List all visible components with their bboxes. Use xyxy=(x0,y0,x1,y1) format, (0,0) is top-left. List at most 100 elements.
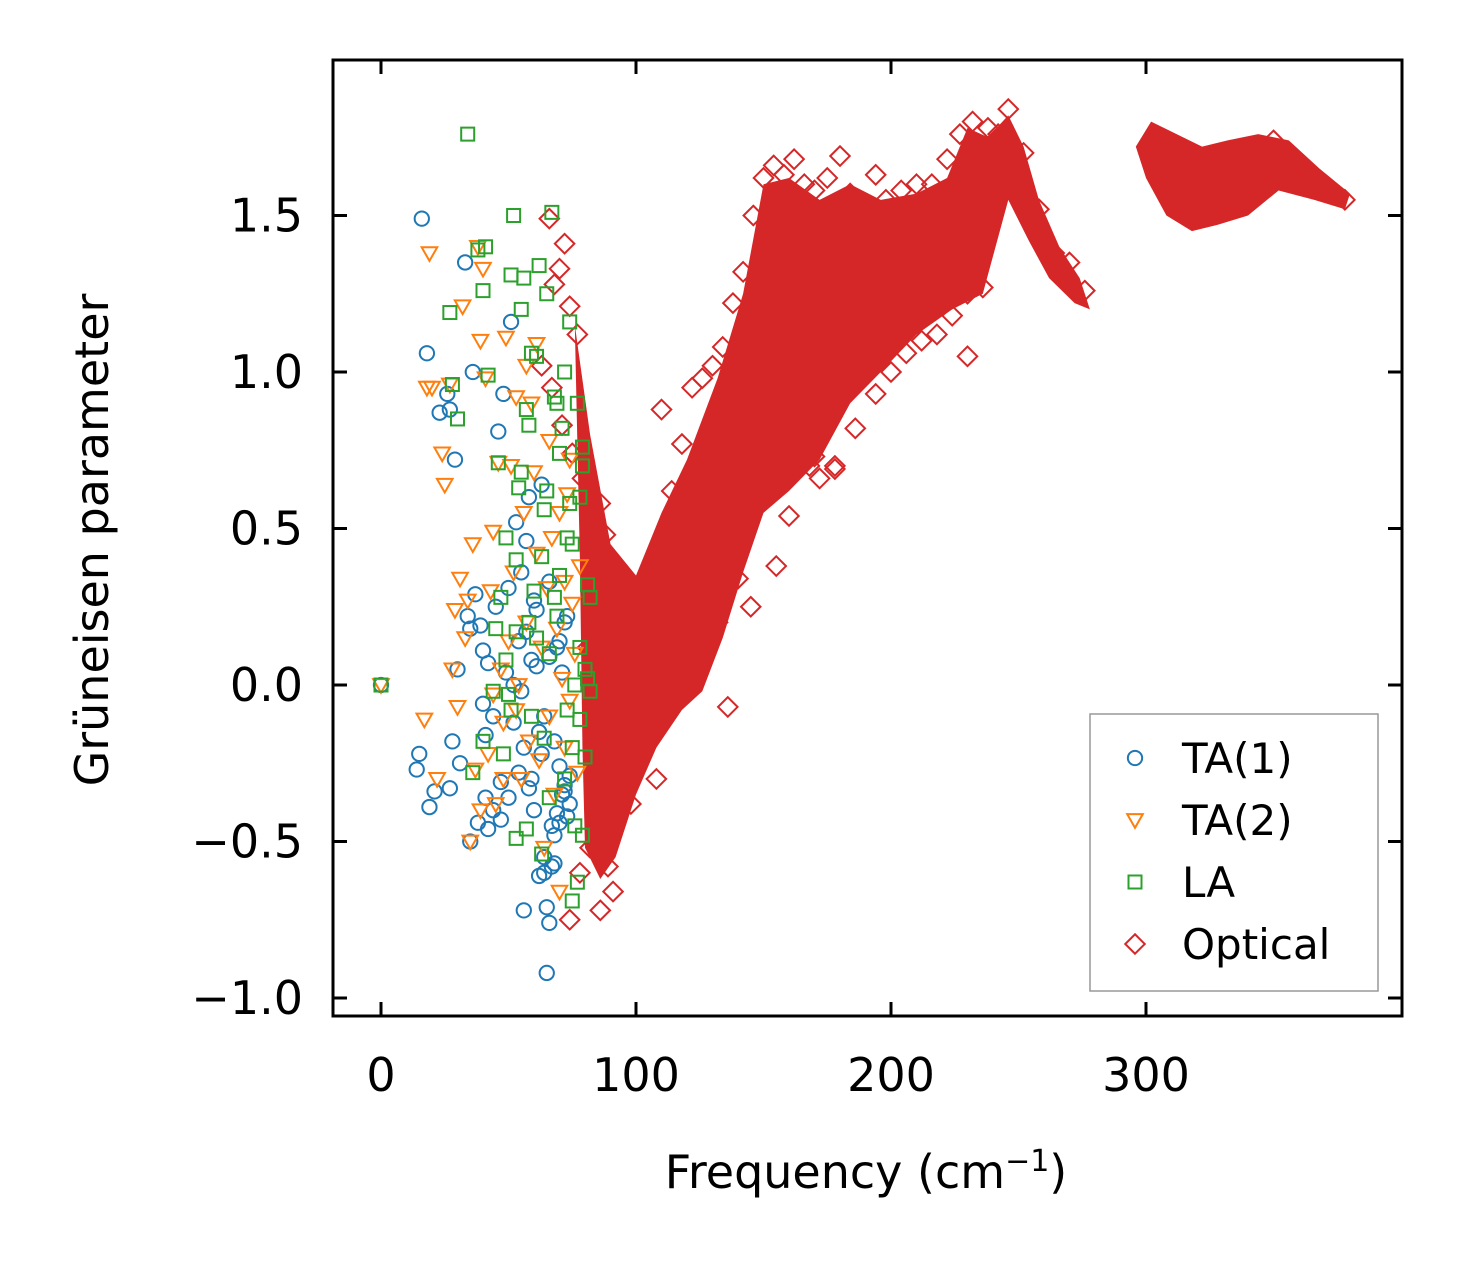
data-point xyxy=(447,700,468,717)
data-point xyxy=(543,273,566,296)
data-point xyxy=(570,559,590,576)
data-point xyxy=(455,631,475,648)
data-point xyxy=(549,395,565,411)
data-point xyxy=(614,604,637,628)
data-point xyxy=(521,614,537,630)
data-point xyxy=(431,404,448,421)
data-point xyxy=(739,595,762,618)
y-tick-label: 1.0 xyxy=(230,345,303,399)
x-tick-label: 100 xyxy=(592,1048,680,1102)
data-point xyxy=(742,204,765,227)
data-point xyxy=(844,417,867,440)
data-point xyxy=(518,821,534,837)
x-axis-ticks: 0 100 200 300 xyxy=(366,60,1190,1102)
data-point xyxy=(569,395,585,411)
data-point xyxy=(1165,166,1188,190)
data-point xyxy=(539,483,555,499)
x-tick-label: 300 xyxy=(1102,1048,1190,1102)
data-point xyxy=(935,147,959,171)
data-point xyxy=(485,683,501,699)
data-point xyxy=(765,554,788,578)
optical-ribbon-fill xyxy=(574,115,1090,880)
data-point xyxy=(589,899,612,922)
data-point xyxy=(421,798,438,816)
data-point xyxy=(502,313,520,331)
data-point xyxy=(1190,185,1214,208)
data-point xyxy=(574,458,590,474)
data-point xyxy=(976,116,1000,140)
data-point xyxy=(508,552,524,568)
plot-frame xyxy=(331,58,1404,1018)
data-point xyxy=(531,258,547,274)
data-point xyxy=(490,423,507,440)
data-point xyxy=(503,702,519,718)
data-point xyxy=(523,708,539,724)
data-point xyxy=(518,532,535,550)
data-point xyxy=(414,712,434,730)
data-point xyxy=(584,554,607,578)
data-point xyxy=(413,210,430,227)
data-point xyxy=(542,531,562,548)
data-point xyxy=(788,354,811,377)
data-point xyxy=(691,367,714,390)
data-point xyxy=(500,579,517,597)
data-point xyxy=(572,711,588,727)
data-point xyxy=(884,291,908,315)
data-point xyxy=(577,749,593,765)
legend: TA(1) TA(2) LA Optical xyxy=(1089,713,1379,992)
data-point xyxy=(457,254,474,271)
data-point xyxy=(564,740,580,756)
data-point xyxy=(495,746,511,762)
data-point xyxy=(986,122,1010,146)
data-point xyxy=(549,506,570,523)
y-tick-label: 0.5 xyxy=(230,502,303,556)
data-point xyxy=(1262,129,1285,152)
data-point xyxy=(925,323,949,346)
data-point xyxy=(803,445,826,468)
data-point xyxy=(961,110,984,133)
y-axis-label: Grüneisen parameter xyxy=(65,293,119,786)
data-point xyxy=(557,487,577,504)
data-point xyxy=(513,464,529,480)
data-point xyxy=(650,398,673,421)
legend-marker xyxy=(1125,813,1145,830)
data-point xyxy=(513,564,530,581)
data-point xyxy=(752,166,775,190)
y-tick-label: −1.0 xyxy=(191,971,303,1025)
optical-density-ribbon xyxy=(574,115,1350,880)
data-point xyxy=(442,662,462,680)
data-point xyxy=(524,465,544,482)
data-point xyxy=(782,147,806,171)
data-point xyxy=(492,773,510,791)
data-point xyxy=(465,765,481,781)
data-point xyxy=(373,677,389,693)
data-point xyxy=(536,730,552,746)
data-point xyxy=(562,314,578,330)
data-point xyxy=(566,323,589,346)
data-point xyxy=(518,402,534,418)
data-point xyxy=(777,504,801,528)
data-point xyxy=(498,634,519,651)
optical-ribbon-fill xyxy=(1135,121,1350,232)
legend-label: TA(1) xyxy=(1181,734,1293,783)
data-point xyxy=(803,179,826,202)
y-axis-ticks: −1.0 −0.5 0.0 0.5 1.0 1.5 xyxy=(191,189,1402,1025)
data-point xyxy=(417,380,437,398)
data-point xyxy=(808,467,831,490)
data-point xyxy=(541,646,557,662)
data-point xyxy=(1012,141,1035,165)
data-points xyxy=(371,97,1357,982)
x-axis-label: Frequency (cm−1) xyxy=(665,1144,1068,1200)
data-point xyxy=(487,598,504,615)
data-point xyxy=(445,603,465,620)
data-point xyxy=(450,411,465,427)
data-point xyxy=(519,734,539,752)
legend-label: LA xyxy=(1182,858,1235,907)
data-point xyxy=(555,740,575,758)
y-tick-label: 1.5 xyxy=(230,189,303,243)
data-point xyxy=(525,592,543,609)
data-point xyxy=(562,495,578,511)
data-point xyxy=(446,451,464,468)
data-point xyxy=(701,354,724,377)
data-point xyxy=(601,752,625,775)
